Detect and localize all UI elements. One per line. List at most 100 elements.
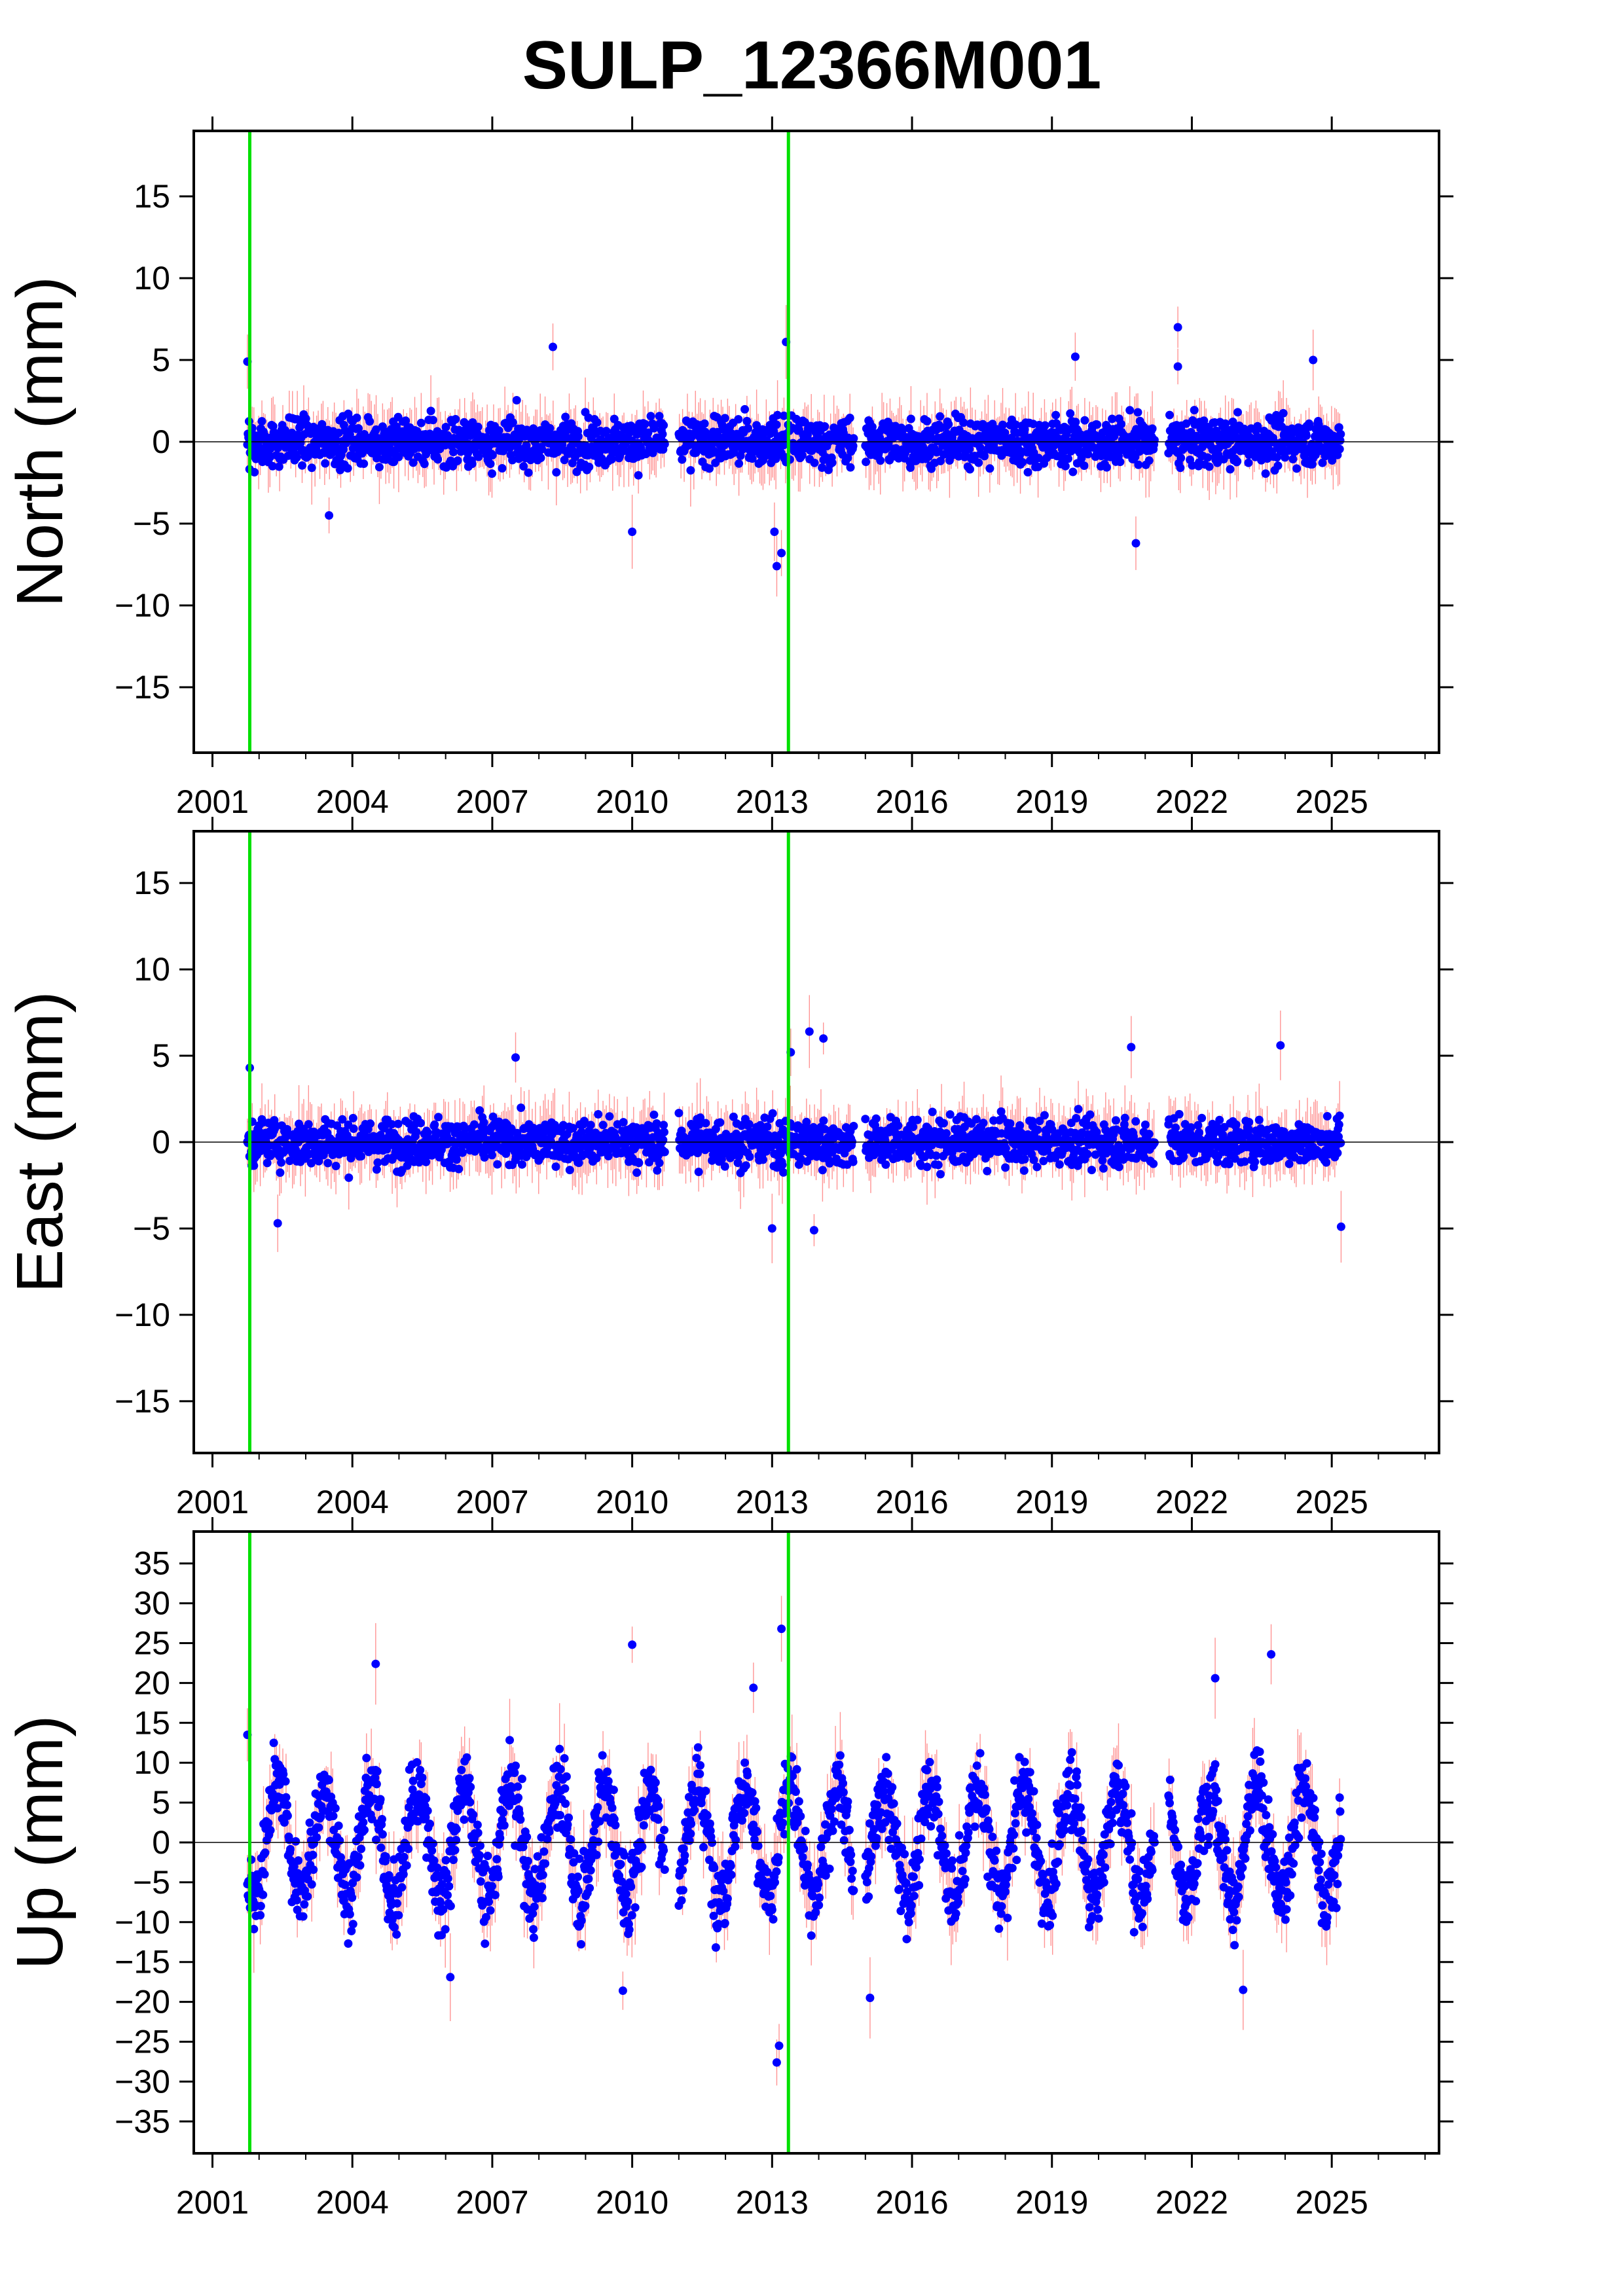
- data-point: [742, 416, 752, 425]
- data-point: [602, 427, 611, 436]
- data-point: [592, 1154, 601, 1162]
- data-point: [1040, 421, 1049, 430]
- data-point: [561, 412, 570, 422]
- data-point: [741, 1161, 750, 1170]
- data-point: [1055, 1160, 1064, 1169]
- data-point: [777, 548, 786, 558]
- data-point: [694, 1168, 703, 1176]
- data-point: [249, 1161, 259, 1170]
- data-point: [810, 458, 819, 467]
- data-point: [1226, 465, 1235, 474]
- data-point: [974, 458, 983, 467]
- data-point: [423, 1128, 432, 1137]
- data-point: [720, 414, 729, 423]
- data-point: [1111, 1116, 1120, 1125]
- data-point: [428, 416, 437, 425]
- data-point: [1134, 460, 1143, 469]
- data-point: [452, 1155, 461, 1164]
- y-tick-label: −15: [115, 669, 170, 706]
- data-point: [469, 1120, 479, 1129]
- data-point: [1288, 455, 1298, 463]
- data-point: [387, 1120, 396, 1129]
- data-point: [802, 1117, 811, 1126]
- data-point: [493, 1160, 502, 1169]
- data-point: [508, 418, 517, 427]
- data-point: [976, 443, 985, 452]
- data-point: [1336, 436, 1345, 445]
- data-point: [649, 423, 659, 433]
- data-point: [862, 457, 871, 467]
- data-point: [700, 419, 709, 428]
- data-point: [1033, 1125, 1042, 1134]
- data-point: [696, 1113, 705, 1122]
- data-point: [932, 1151, 941, 1160]
- data-point: [499, 446, 508, 456]
- data-point: [263, 1158, 272, 1168]
- data-point: [1228, 418, 1237, 426]
- y-tick-label: 15: [134, 178, 170, 215]
- data-point: [744, 424, 752, 433]
- data-point: [1015, 1121, 1025, 1130]
- data-point: [348, 1113, 357, 1122]
- data-point: [1034, 454, 1043, 463]
- data-point: [323, 1158, 333, 1168]
- data-point: [292, 453, 301, 462]
- data-point: [304, 452, 312, 461]
- y-tick-label: −5: [133, 505, 170, 542]
- y-tick-label: 5: [152, 342, 170, 378]
- data-point: [1275, 416, 1285, 424]
- data-point: [1261, 469, 1270, 478]
- data-point: [488, 1151, 496, 1160]
- data-point: [352, 413, 361, 422]
- data-point: [1018, 457, 1027, 467]
- data-point: [907, 444, 916, 454]
- data-point: [1116, 457, 1125, 467]
- data-point: [357, 449, 367, 458]
- data-point: [906, 414, 915, 423]
- data-point: [903, 1154, 913, 1163]
- data-point: [1176, 463, 1185, 473]
- data-point: [430, 1120, 439, 1129]
- data-point: [517, 1160, 526, 1169]
- data-point: [598, 1121, 608, 1130]
- chart-title: SULP_12366M001: [522, 27, 1102, 103]
- data-point: [349, 1124, 358, 1133]
- x-tick-label: 2016: [875, 783, 948, 820]
- data-point: [441, 423, 450, 431]
- data-point: [501, 1149, 511, 1158]
- data-point: [331, 1162, 340, 1170]
- x-tick-label: 2013: [736, 783, 809, 820]
- data-point: [268, 461, 277, 471]
- data-point: [1061, 461, 1070, 471]
- data-point: [1233, 408, 1242, 417]
- data-point: [655, 1158, 664, 1168]
- data-point: [560, 456, 569, 465]
- data-point: [721, 1130, 731, 1139]
- data-point: [373, 1158, 382, 1167]
- x-tick-label: 2010: [596, 783, 668, 820]
- data-point: [1165, 410, 1174, 420]
- data-point: [942, 1129, 951, 1138]
- data-point: [1023, 468, 1032, 476]
- data-point: [1205, 462, 1214, 471]
- data-point: [659, 1136, 668, 1145]
- x-tick-label: 2001: [176, 783, 249, 820]
- data-point: [416, 1119, 425, 1128]
- data-point: [649, 1110, 659, 1119]
- x-tick-label: 2019: [1015, 783, 1088, 820]
- data-point: [632, 1168, 642, 1177]
- data-point: [551, 1162, 560, 1171]
- data-point: [549, 342, 557, 351]
- data-point: [972, 1115, 981, 1124]
- data-point: [740, 404, 750, 414]
- data-point: [1029, 1155, 1038, 1164]
- data-point: [610, 414, 619, 423]
- data-point: [508, 456, 517, 465]
- data-point: [277, 1158, 285, 1167]
- data-point: [1098, 1156, 1107, 1165]
- data-point: [1019, 1166, 1029, 1175]
- data-point: [357, 1152, 366, 1161]
- data-point: [1199, 416, 1209, 425]
- data-point: [913, 1115, 922, 1124]
- data-point: [454, 1164, 464, 1174]
